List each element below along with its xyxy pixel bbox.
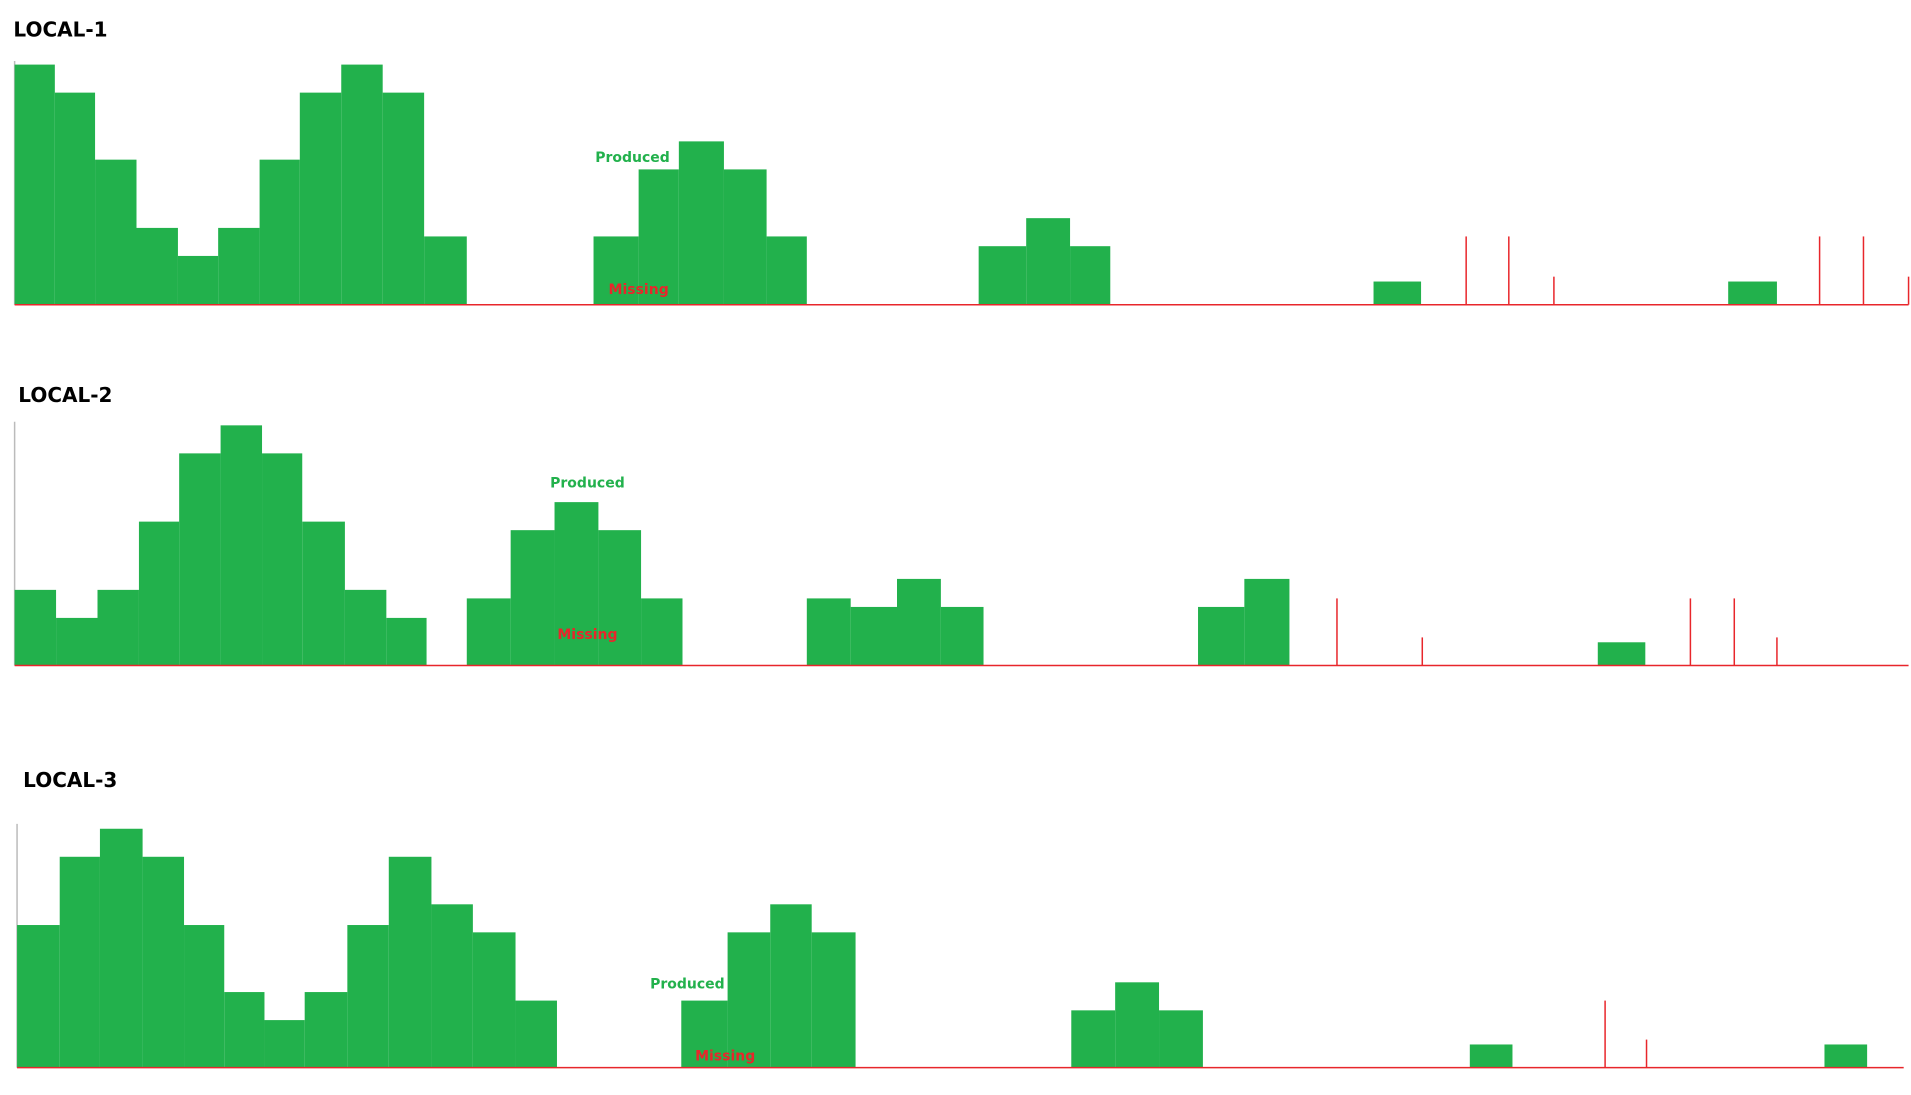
bar (424, 236, 467, 305)
bar (1070, 246, 1111, 305)
bar (593, 236, 639, 305)
bar (1026, 218, 1071, 305)
bar (264, 1020, 305, 1068)
bar (1824, 1044, 1868, 1068)
bar (1244, 578, 1290, 666)
bar (304, 992, 348, 1068)
bar (302, 521, 345, 666)
bar (897, 578, 941, 666)
bar (54, 92, 96, 305)
bar (770, 904, 812, 1068)
bar (466, 598, 511, 666)
bar (1469, 1044, 1513, 1068)
bar (59, 856, 100, 1068)
produced-label: Produced (650, 977, 725, 993)
bar (224, 992, 265, 1068)
chart-title: LOCAL-1 (13, 17, 107, 41)
bar (341, 64, 383, 305)
bar (99, 828, 143, 1068)
bar (727, 932, 771, 1068)
bar (17, 925, 60, 1068)
bar (382, 92, 425, 305)
bar (136, 227, 178, 305)
bar (1198, 606, 1245, 666)
bar (638, 169, 679, 305)
bar (641, 598, 683, 666)
bar (299, 92, 342, 305)
bar (678, 141, 724, 305)
bar (259, 159, 300, 305)
bar (472, 932, 516, 1068)
bar (179, 453, 221, 666)
bar (1071, 1010, 1116, 1068)
bar (1115, 982, 1160, 1068)
bar (850, 606, 897, 666)
chart-title: LOCAL-3 (23, 768, 117, 792)
bar (344, 589, 387, 666)
bar (806, 598, 851, 666)
bar (95, 159, 137, 305)
bar (386, 617, 427, 666)
bar (177, 255, 219, 305)
bar (142, 856, 185, 1068)
missing-label: Missing (695, 1048, 755, 1064)
bar (554, 502, 599, 666)
bar (431, 904, 473, 1068)
bar (515, 1000, 557, 1068)
bar (1728, 281, 1777, 305)
bar (766, 236, 807, 305)
bar (14, 589, 57, 666)
bar (97, 589, 139, 666)
bar (598, 530, 642, 666)
bar (56, 617, 98, 666)
bar (218, 227, 260, 305)
produced-label: Produced (595, 150, 670, 166)
bar (184, 925, 225, 1068)
bar (940, 606, 984, 666)
bar (1597, 642, 1646, 666)
missing-label: Missing (609, 282, 669, 298)
bar (347, 925, 389, 1068)
bar (388, 856, 432, 1068)
bar (681, 1000, 728, 1068)
bar (510, 530, 555, 666)
bar (138, 521, 180, 666)
missing-label: Missing (557, 627, 617, 643)
bar (220, 425, 263, 666)
bar (14, 64, 55, 305)
bar (723, 169, 767, 305)
bar (811, 932, 856, 1068)
bar (978, 246, 1027, 305)
produced-label: Produced (550, 476, 625, 492)
bar (1159, 1010, 1203, 1068)
bar (1373, 281, 1422, 305)
chart-title: LOCAL-2 (18, 383, 112, 407)
bar (262, 453, 303, 666)
